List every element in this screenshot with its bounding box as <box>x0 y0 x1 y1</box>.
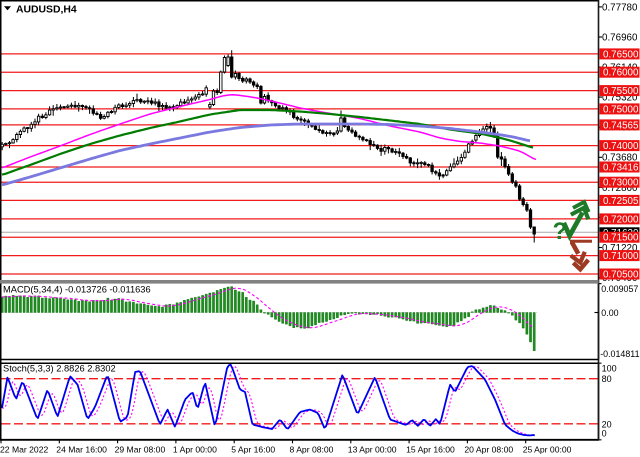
svg-text:MACD(5,34,4) -0.013726 -0.0116: MACD(5,34,4) -0.013726 -0.011636 <box>3 285 151 295</box>
svg-text:0.74000: 0.74000 <box>603 141 639 152</box>
svg-text:20 Apr 08:00: 20 Apr 08:00 <box>464 444 513 454</box>
svg-text:20: 20 <box>602 420 612 430</box>
svg-text:0.70500: 0.70500 <box>603 269 639 280</box>
svg-text:0.75000: 0.75000 <box>603 104 639 115</box>
svg-text:0.72860: 0.72860 <box>602 183 638 194</box>
svg-text:8 Apr 08:00: 8 Apr 08:00 <box>290 444 334 454</box>
svg-text:100: 100 <box>602 364 617 374</box>
svg-text:0.76000: 0.76000 <box>603 68 639 79</box>
svg-text:0.73680: 0.73680 <box>602 153 638 164</box>
svg-text:5 Apr 16:00: 5 Apr 16:00 <box>231 444 275 454</box>
svg-text:0.72000: 0.72000 <box>603 214 639 225</box>
svg-text:AUDUSD,H4: AUDUSD,H4 <box>16 5 77 16</box>
svg-text:0.76500: 0.76500 <box>603 49 639 60</box>
svg-text:0.75320: 0.75320 <box>602 93 638 104</box>
svg-text:0.75500: 0.75500 <box>603 86 639 97</box>
svg-text:13 Apr 00:00: 13 Apr 00:00 <box>348 444 397 454</box>
svg-text:15 Apr 16:00: 15 Apr 16:00 <box>406 444 455 454</box>
svg-text:?: ? <box>553 218 568 245</box>
svg-text:25 Apr 00:00: 25 Apr 00:00 <box>523 444 572 454</box>
svg-text:29 Mar 08:00: 29 Mar 08:00 <box>115 444 166 454</box>
svg-text:0.71220: 0.71220 <box>602 243 638 254</box>
svg-text:Stoch(5,3,3) 2.8826 2.8302: Stoch(5,3,3) 2.8826 2.8302 <box>3 364 116 374</box>
svg-text:0.71000: 0.71000 <box>603 251 639 262</box>
svg-text:24 Mar 16:00: 24 Mar 16:00 <box>56 444 107 454</box>
svg-text:0.74565: 0.74565 <box>603 120 639 131</box>
svg-text:0.76960: 0.76960 <box>602 32 638 43</box>
svg-text:0.009057: 0.009057 <box>601 284 638 294</box>
svg-text:0.00: 0.00 <box>601 308 618 318</box>
svg-text:80: 80 <box>602 374 612 384</box>
svg-text:0.73000: 0.73000 <box>603 178 639 189</box>
svg-text:1 Apr 00:00: 1 Apr 00:00 <box>173 444 217 454</box>
svg-text:0: 0 <box>602 428 607 438</box>
svg-text:0.73416: 0.73416 <box>603 162 639 173</box>
svg-text:-0.014811: -0.014811 <box>600 349 639 359</box>
svg-text:0.71500: 0.71500 <box>603 233 639 244</box>
svg-text:0.77780: 0.77780 <box>602 2 638 13</box>
svg-text:0.72505: 0.72505 <box>603 196 639 207</box>
svg-text:22 Mar 2022: 22 Mar 2022 <box>0 444 48 454</box>
